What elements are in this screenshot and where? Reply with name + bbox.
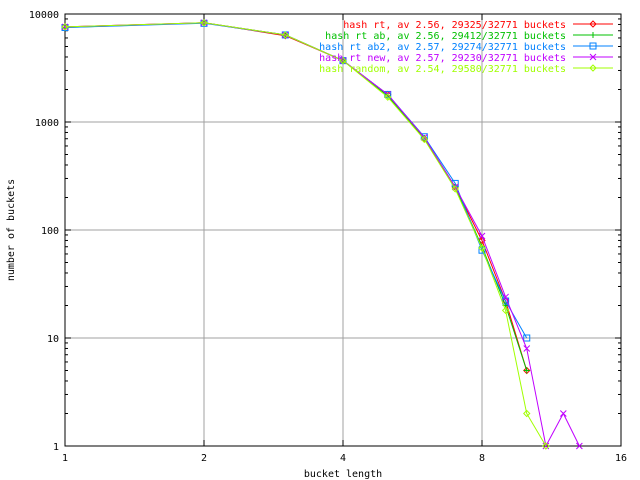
data-point <box>559 410 567 417</box>
data-point <box>589 42 597 50</box>
series-line <box>64 22 580 448</box>
y-tick-label: 10 <box>47 334 59 345</box>
legend-label: hash random, av 2.54, 29580/32771 bucket… <box>319 64 566 75</box>
grid <box>65 14 621 446</box>
series-5 <box>61 19 550 450</box>
data-point <box>589 20 597 28</box>
legend-label: hash rt new, av 2.57, 29230/32771 bucket… <box>319 53 566 64</box>
data-point <box>501 306 510 315</box>
data-point <box>420 134 428 141</box>
x-tick-label: 1 <box>62 453 68 464</box>
series-4 <box>61 19 583 450</box>
data-point <box>200 19 208 27</box>
data-point <box>420 135 429 144</box>
legend: hash rt, av 2.56, 29325/32771 bucketshas… <box>319 20 613 75</box>
x-tick-label: 16 <box>615 453 627 464</box>
data-point <box>451 185 459 193</box>
data-point <box>384 93 392 101</box>
x-axis-title: bucket length <box>304 469 382 480</box>
data-point <box>478 232 486 240</box>
data-point <box>589 64 597 72</box>
y-tick-label: 10000 <box>29 10 59 21</box>
data-point <box>589 53 597 61</box>
y-tick-label: 1000 <box>35 118 59 129</box>
series-line <box>64 22 547 447</box>
data-point <box>542 442 550 450</box>
data-point <box>478 244 486 252</box>
data-point <box>523 409 531 418</box>
x-tick-label: 8 <box>479 453 485 464</box>
data-point <box>478 236 486 245</box>
data-point <box>281 31 290 39</box>
data-point <box>576 442 583 450</box>
y-axis-title: number of buckets <box>6 179 17 281</box>
legend-label: hash rt ab, av 2.56, 29412/32771 buckets <box>325 31 566 42</box>
data-point <box>523 345 531 352</box>
data-point <box>61 23 69 31</box>
data-point <box>590 32 596 38</box>
y-tick-label: 1 <box>53 442 59 453</box>
series-group <box>61 19 583 450</box>
legend-label: hash rt, av 2.56, 29325/32771 buckets <box>343 20 566 31</box>
legend-label: hash rt ab2, av 2.57, 29274/32771 bucket… <box>319 42 566 53</box>
x-tick-label: 4 <box>340 453 346 464</box>
y-tick-label: 100 <box>41 226 59 237</box>
data-point <box>523 367 530 374</box>
axis-ticks: 1 2 4 8 16 1 10 100 1000 10000 <box>29 10 627 464</box>
data-point <box>502 293 509 301</box>
data-point <box>523 334 531 342</box>
data-point <box>339 56 347 65</box>
x-tick-label: 2 <box>201 453 207 464</box>
